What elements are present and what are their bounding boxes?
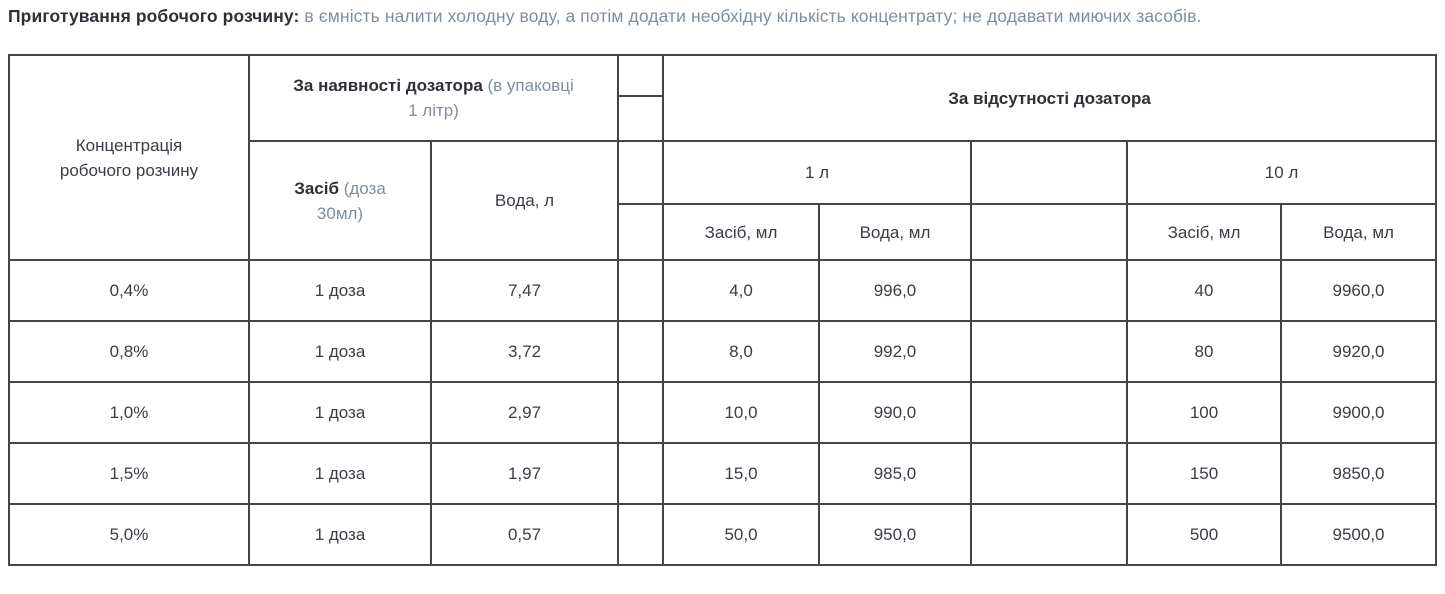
spacer-cell: [617, 54, 664, 97]
spacer-cell: [617, 140, 664, 205]
cell-concentration: 0,4%: [8, 259, 250, 322]
spacer-cell: [617, 442, 664, 505]
cell-concentration: 1,0%: [8, 381, 250, 444]
cell-water-10l: 9850,0: [1279, 442, 1438, 505]
table-row: 0,8% 1 доза 3,72 8,0 992,0 80 9920,0: [8, 320, 1438, 383]
cell-dose: 1 доза: [248, 259, 432, 322]
empty-column-cell: [970, 503, 1128, 566]
cell-water-l: 2,97: [430, 381, 619, 444]
header-concentration-label: Концентрація робочого розчину: [59, 135, 199, 180]
cell-water-l: 7,47: [430, 259, 619, 322]
header-water-ml-1l: Вода, мл: [818, 203, 972, 261]
dosage-table: Концентрація робочого розчину За наявнос…: [8, 54, 1438, 566]
spacer-cell: [617, 320, 664, 383]
spacer-cell: [617, 503, 664, 566]
spacer-cell: [617, 381, 664, 444]
cell-water-10l: 9960,0: [1279, 259, 1438, 322]
table-row: 1,0% 1 доза 2,97 10,0 990,0 100 9900,0: [8, 381, 1438, 444]
intro-paragraph: Приготування робочого розчину: в ємність…: [8, 4, 1437, 28]
header-water-ml-10l: Вода, мл: [1279, 203, 1438, 261]
cell-water-1l: 990,0: [818, 381, 972, 444]
cell-dose: 1 доза: [248, 442, 432, 505]
cell-water-1l: 950,0: [818, 503, 972, 566]
empty-column-cell: [970, 203, 1128, 261]
header-volume-10l: 10 л: [1125, 140, 1438, 205]
header-without-dispenser: За відсутності дозатора: [661, 54, 1438, 142]
cell-water-1l: 985,0: [818, 442, 972, 505]
empty-column-cell: [970, 140, 1128, 205]
header-with-dispenser: За наявності дозатора (в упаковці 1 літр…: [248, 54, 619, 142]
header-without-dispenser-label: За відсутності дозатора: [948, 88, 1151, 108]
cell-agent-10l: 150: [1126, 442, 1282, 505]
cell-agent-10l: 500: [1126, 503, 1282, 566]
cell-dose: 1 доза: [248, 503, 432, 566]
cell-concentration: 1,5%: [8, 442, 250, 505]
cell-agent-10l: 40: [1126, 259, 1282, 322]
cell-water-1l: 992,0: [818, 320, 972, 383]
cell-dose: 1 доза: [248, 320, 432, 383]
header-agent-dose: Засіб (доза 30мл): [248, 140, 432, 261]
cell-agent-1l: 4,0: [662, 259, 820, 322]
cell-water-10l: 9900,0: [1279, 381, 1438, 444]
table-row: 1,5% 1 доза 1,97 15,0 985,0 150 9850,0: [8, 442, 1438, 505]
cell-concentration: 0,8%: [8, 320, 250, 383]
cell-concentration: 5,0%: [8, 503, 250, 566]
header-water-l: Вода, л: [430, 140, 619, 261]
cell-agent-1l: 10,0: [662, 381, 820, 444]
intro-title: Приготування робочого розчину:: [8, 6, 300, 26]
cell-water-l: 0,57: [430, 503, 619, 566]
table-row: 5,0% 1 доза 0,57 50,0 950,0 500 9500,0: [8, 503, 1438, 566]
cell-water-l: 3,72: [430, 320, 619, 383]
spacer-cell: [617, 95, 664, 142]
cell-agent-1l: 50,0: [662, 503, 820, 566]
cell-agent-10l: 100: [1126, 381, 1282, 444]
page: Приготування робочого розчину: в ємність…: [8, 4, 1438, 566]
header-volume-1l: 1 л: [662, 140, 972, 205]
cell-agent-1l: 8,0: [662, 320, 820, 383]
cell-agent-1l: 15,0: [662, 442, 820, 505]
empty-column-cell: [970, 381, 1128, 444]
header-with-dispenser-note: (в упаковці 1 літр): [408, 76, 574, 120]
cell-water-1l: 996,0: [818, 259, 972, 322]
spacer-cell: [617, 203, 664, 261]
spacer-cell: [617, 259, 664, 322]
header-agent-dose-title: Засіб: [294, 178, 339, 198]
header-agent-dose-note: (доза 30мл): [316, 178, 386, 223]
cell-water-l: 1,97: [430, 442, 619, 505]
cell-water-10l: 9920,0: [1279, 320, 1438, 383]
cell-water-10l: 9500,0: [1279, 503, 1438, 566]
intro-text: в ємність налити холодну воду, а потім д…: [299, 6, 1202, 26]
cell-agent-10l: 80: [1126, 320, 1282, 383]
header-agent-ml-1l: Засіб, мл: [662, 203, 820, 261]
header-concentration: Концентрація робочого розчину: [8, 54, 250, 261]
header-with-dispenser-title: За наявності дозатора: [293, 76, 483, 95]
cell-dose: 1 доза: [248, 381, 432, 444]
header-agent-ml-10l: Засіб, мл: [1126, 203, 1282, 261]
empty-column-cell: [970, 320, 1128, 383]
empty-column-cell: [970, 442, 1128, 505]
table-row: 0,4% 1 доза 7,47 4,0 996,0 40 9960,0: [8, 259, 1438, 322]
empty-column-cell: [970, 259, 1128, 322]
